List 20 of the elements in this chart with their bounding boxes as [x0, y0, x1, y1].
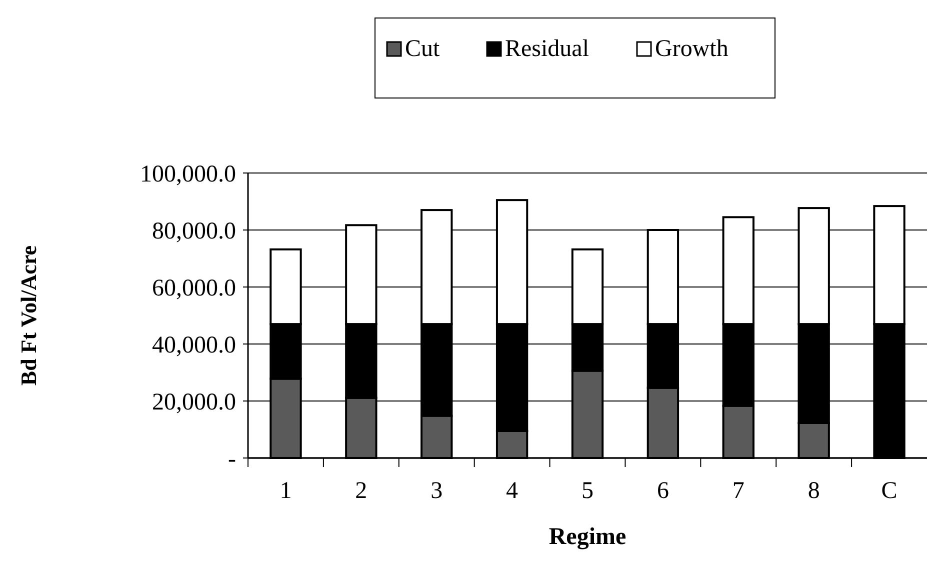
y-tick-label: -: [228, 446, 236, 472]
legend-label: Cut: [405, 36, 440, 62]
x-tick-label: 8: [808, 478, 820, 504]
x-tick-label: 3: [430, 478, 443, 504]
y-tick-label: 80,000.0: [152, 218, 236, 244]
y-axis-title: Bd Ft Vol/Acre: [16, 245, 41, 386]
x-tick-label: 6: [656, 478, 669, 504]
x-tick-label: C: [881, 478, 898, 504]
x-axis-title: Regime: [548, 524, 626, 550]
y-tick-label: 40,000.0: [152, 332, 236, 358]
x-tick-label: 2: [355, 478, 368, 504]
x-tick-label: 5: [582, 478, 594, 504]
legend-label: Residual: [505, 36, 590, 62]
y-tick-label: 20,000.0: [152, 389, 236, 416]
legend-label: Growth: [655, 36, 728, 62]
x-tick-label: 4: [506, 478, 518, 504]
y-tick-label: 60,000.0: [152, 275, 236, 302]
x-tick-label: 7: [732, 478, 744, 504]
y-tick-label: 100,000.0: [140, 161, 236, 188]
x-tick-label: 1: [280, 478, 292, 504]
